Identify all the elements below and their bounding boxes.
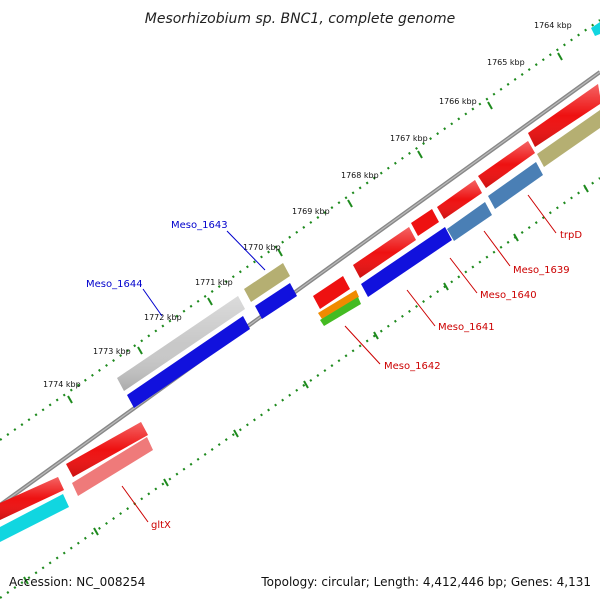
accession-text: Accession: NC_008254 bbox=[9, 575, 145, 589]
gene-label: Meso_1640 bbox=[480, 290, 537, 301]
gene-feature-red[interactable] bbox=[313, 276, 350, 309]
gene-label: Meso_1639 bbox=[513, 265, 570, 276]
label-meso-1642[interactable]: Meso_1642 bbox=[344, 325, 441, 372]
gene-feature-red[interactable] bbox=[66, 422, 148, 477]
gene-feature-green[interactable] bbox=[320, 297, 361, 326]
gene-feature-red[interactable] bbox=[437, 180, 482, 219]
inner-ruler bbox=[0, 177, 600, 599]
gene-feature-red[interactable] bbox=[411, 209, 439, 236]
ruler-tick-labels: 1764 kbp 1765 kbp 1766 kbp 1767 kbp 1768… bbox=[43, 21, 572, 389]
gene-label: Meso_1642 bbox=[384, 361, 441, 372]
label-trpd[interactable]: trpD bbox=[527, 194, 582, 241]
gene-feature-red[interactable] bbox=[528, 84, 600, 147]
gene-feature-steel[interactable] bbox=[447, 202, 492, 241]
label-meso-1644[interactable]: Meso_1644 bbox=[86, 279, 163, 317]
gene-feature-blue[interactable] bbox=[127, 316, 250, 408]
tick-label: 1773 kbp bbox=[93, 347, 131, 356]
gene-label: Meso_1641 bbox=[438, 322, 495, 333]
gene-label: Meso_1644 bbox=[86, 279, 143, 290]
gene-label: gltX bbox=[151, 520, 171, 531]
topology-text: Topology: circular; Length: 4,412,446 bp… bbox=[260, 575, 591, 589]
label-gltx[interactable]: gltX bbox=[121, 485, 171, 531]
gene-feature-khaki[interactable] bbox=[244, 263, 290, 302]
gene-feature-cyan[interactable] bbox=[591, 22, 600, 36]
tick-label: 1767 kbp bbox=[390, 134, 428, 143]
outer-ruler bbox=[0, 19, 600, 441]
genome-backbone bbox=[0, 70, 600, 507]
label-meso-1640[interactable]: Meso_1640 bbox=[449, 257, 537, 301]
gene-feature-grey[interactable] bbox=[117, 296, 245, 391]
tick-label: 1769 kbp bbox=[292, 207, 330, 216]
tick-label: 1770 kbp bbox=[243, 243, 281, 252]
gene-label: trpD bbox=[560, 230, 582, 241]
gene-label: Meso_1643 bbox=[171, 220, 228, 231]
gene-feature-orange[interactable] bbox=[318, 290, 359, 319]
label-meso-1643[interactable]: Meso_1643 bbox=[171, 220, 266, 271]
label-meso-1641[interactable]: Meso_1641 bbox=[406, 289, 495, 333]
gene-feature-blue[interactable] bbox=[361, 227, 452, 297]
page-title: Mesorhizobium sp. BNC1, complete genome bbox=[145, 11, 456, 27]
gene-feature-pink[interactable] bbox=[72, 437, 153, 496]
gene-feature-khaki[interactable] bbox=[537, 110, 600, 167]
tick-label: 1765 kbp bbox=[487, 58, 525, 67]
gene-feature-steel[interactable] bbox=[488, 162, 543, 209]
gene-feature-red[interactable] bbox=[478, 141, 535, 188]
tick-label: 1772 kbp bbox=[144, 313, 182, 322]
tick-label: 1766 kbp bbox=[439, 97, 477, 106]
tick-label: 1768 kbp bbox=[341, 171, 379, 180]
tick-label: 1771 kbp bbox=[195, 278, 233, 287]
gene-feature-blue[interactable] bbox=[255, 283, 297, 319]
label-meso-1639[interactable]: Meso_1639 bbox=[483, 230, 570, 276]
tick-label: 1774 kbp bbox=[43, 380, 81, 389]
gene-feature-red[interactable] bbox=[0, 477, 64, 520]
tick-label: 1764 kbp bbox=[534, 21, 572, 30]
gene-feature-red[interactable] bbox=[353, 227, 416, 278]
gene-feature-cyan[interactable] bbox=[0, 494, 69, 542]
ruler-major-ticks bbox=[23, 52, 589, 585]
